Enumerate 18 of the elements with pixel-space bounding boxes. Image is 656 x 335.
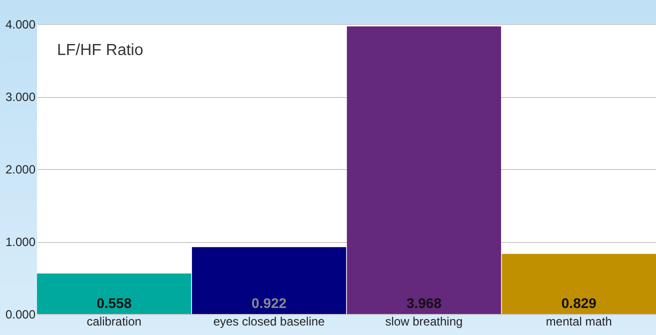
y-tick-label: 1.000 (5, 235, 36, 249)
data-label: 0.829 (561, 295, 597, 311)
data-label: 3.968 (406, 295, 442, 311)
data-label: 0.922 (252, 295, 287, 311)
bar (502, 254, 656, 314)
data-label: 0.558 (96, 295, 132, 311)
x-tick-label: eyes closed baseline (213, 314, 326, 328)
x-tick-label: mental math (546, 314, 612, 328)
x-tick-label: calibration (86, 314, 142, 328)
bar (37, 274, 192, 314)
y-tick-label: 4.000 (5, 18, 36, 32)
y-tick-label: 2.000 (5, 162, 36, 176)
bar (192, 247, 346, 314)
bar (346, 26, 502, 314)
text: LF/HF Ratio (57, 42, 144, 59)
y-tick-label: 0.000 (5, 308, 36, 322)
x-tick-label: slow breathing (385, 314, 463, 328)
y-tick-label: 3.000 (5, 90, 36, 104)
